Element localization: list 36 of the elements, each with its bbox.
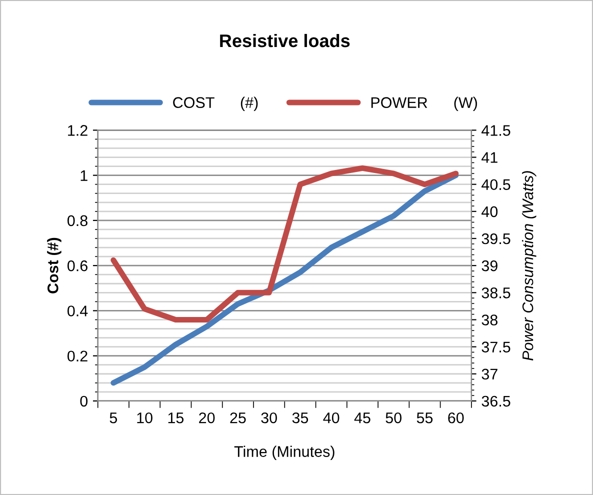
- x-tick-label: 15: [168, 412, 184, 424]
- y2-tick-label: 36.5: [482, 396, 510, 407]
- x-tick-label: 35: [292, 412, 308, 424]
- x-axis-title: Time (Minutes): [234, 446, 334, 460]
- y2-tick-label: 40: [482, 206, 498, 218]
- x-tick-label: 50: [386, 412, 402, 424]
- y2-tick-label: 37.5: [482, 342, 510, 352]
- x-tick-label: 5: [110, 412, 118, 424]
- x-tick-label: 20: [199, 412, 215, 424]
- y2-tick-label: 39: [482, 260, 498, 272]
- y-tick-label: 0.2: [67, 350, 88, 362]
- y-axis-title: Cost (#): [47, 238, 62, 294]
- legend-label: POWER (W): [371, 96, 477, 112]
- y2-tick-label: 38.5: [482, 288, 510, 298]
- y-tick-label: 0: [80, 396, 88, 407]
- y-tick-label: 1: [80, 170, 88, 181]
- y-tick-label: 0.6: [67, 260, 88, 272]
- x-tick-label: 40: [323, 412, 340, 424]
- x-tick-label: 10: [137, 412, 152, 424]
- y2-tick-label: 40.5: [482, 179, 510, 190]
- x-tick-label: 55: [416, 412, 433, 424]
- legend-label: COST (#): [173, 96, 258, 112]
- x-tick-label: 60: [448, 412, 464, 424]
- y2-tick-label: 39.5: [482, 233, 510, 244]
- x-tick-label: 45: [354, 412, 370, 424]
- y2-tick-label: 38: [482, 314, 498, 326]
- y-tick-label: 0.8: [67, 215, 88, 226]
- y2-tick-label: 41: [482, 152, 498, 163]
- y2-axis-title: Power Consumption (Watts): [522, 171, 536, 360]
- x-tick-label: 25: [230, 412, 246, 424]
- y2-tick-label: 37: [482, 368, 498, 380]
- y-tick-label: 0.4: [67, 306, 88, 316]
- chart-title: Resistive loads: [220, 34, 350, 48]
- x-tick-label: 30: [261, 412, 277, 424]
- y2-tick-label: 41.5: [482, 125, 510, 136]
- y-tick-label: 1.2: [68, 125, 88, 136]
